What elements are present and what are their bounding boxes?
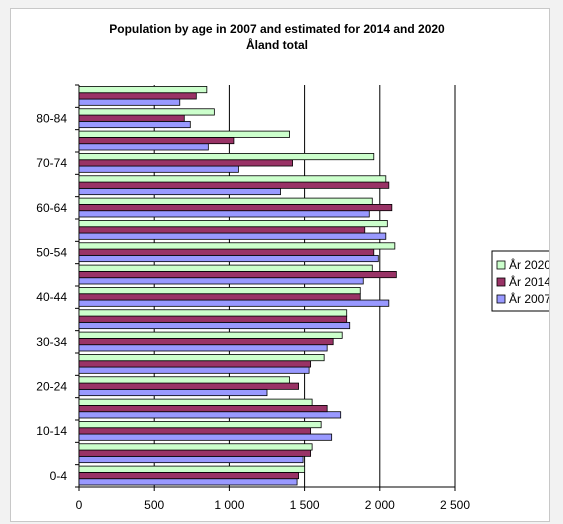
bar-år-2014 [78,427,312,435]
legend-swatch [496,294,506,304]
x-tick-label: 1 000 [214,498,244,512]
y-tick-label: 30-34 [36,335,67,349]
bar-år-2014 [78,181,390,189]
bar-år-2007 [78,210,370,218]
bar-år-2014 [78,471,299,480]
bar-år-2014 [78,203,393,212]
bar-år-2007 [78,165,239,173]
bar-år-2020 [78,197,373,205]
legend-label: År 2014 [509,274,549,289]
bar-år-2014 [78,382,299,390]
bar-år-2020 [78,331,343,339]
legend: År 2020 År 2014 År 2007 [491,250,549,312]
bar-år-2007 [78,321,351,330]
bar-år-2007 [78,187,281,196]
bar-år-2007 [78,120,191,129]
legend-label: År 2007 [509,291,549,306]
x-tick-label: 2 000 [365,498,395,512]
bar-år-2020 [78,220,388,228]
bar-år-2020 [78,153,375,161]
bar-år-2014 [78,293,361,301]
x-tick-label: 500 [144,498,164,512]
bar-år-2020 [78,175,387,183]
bar-år-2020 [78,287,361,295]
x-tick-label: 2 500 [440,498,470,512]
x-tick-label: 0 [76,498,83,512]
population-chart: Population by age in 2007 and estimated … [36,22,549,512]
bar-år-2020 [78,443,313,451]
bar-år-2007 [78,388,268,397]
bar-år-2020 [78,421,322,429]
y-tick-label: 60-64 [36,201,67,215]
bar-år-2020 [78,354,325,362]
bar-år-2014 [78,114,185,122]
bar-år-2007 [78,344,328,352]
bar-år-2014 [78,337,334,346]
bar-år-2007 [78,277,364,285]
bar-år-2007 [78,433,333,441]
chart-area: Population by age in 2007 and estimated … [10,8,550,522]
y-tick-label: 20-24 [36,380,67,394]
bar-år-2014 [78,270,397,279]
chart-title-line: Åland total [246,37,308,52]
bar-år-2020 [78,86,208,94]
bar-år-2007 [78,299,390,307]
bar-år-2014 [78,315,348,323]
bar-år-2020 [78,130,290,138]
y-tick-label: 10-14 [36,424,67,438]
x-tick-label: 1 500 [290,498,320,512]
plot-area: 0 500 1 000 1 500 2 000 2 500 0-4 10-14 20-24 30-… [36,84,470,512]
bar-år-2014 [78,226,366,234]
y-tick-label: 50-54 [36,246,67,260]
bar-år-2020 [78,264,373,272]
bar-år-2007 [78,143,209,151]
chart-title-line: Population by age in 2007 and estimated … [109,22,445,36]
bar-år-2007 [78,366,310,374]
bar-år-2007 [78,98,181,106]
bar-år-2007 [78,254,379,263]
bar-år-2014 [78,404,328,413]
chart-title: Population by age in 2007 and estimated … [109,22,445,52]
y-tick-label: 70-74 [36,156,67,170]
y-tick-label: 40-44 [36,290,67,304]
y-tick-label: 80-84 [36,112,67,126]
bar-år-2014 [78,360,312,368]
bar-år-2014 [78,449,312,457]
bar-år-2014 [78,92,197,100]
legend-swatch [496,260,506,270]
y-tick-label: 0-4 [50,469,68,483]
bar-år-2014 [78,248,375,256]
bar-år-2020 [78,309,348,317]
bar-år-2007 [78,411,342,419]
bar-år-2014 [78,136,235,145]
legend-swatch [496,277,506,287]
bar-år-2007 [78,232,387,240]
legend-label: År 2020 [509,257,549,272]
bar-år-2020 [78,376,290,384]
bar-år-2020 [78,398,313,406]
bar-år-2007 [78,455,304,464]
bar-år-2020 [78,242,396,250]
bar-år-2020 [78,108,215,116]
bar-år-2014 [78,159,293,167]
bar-år-2020 [78,465,306,473]
bar-år-2007 [78,478,298,486]
